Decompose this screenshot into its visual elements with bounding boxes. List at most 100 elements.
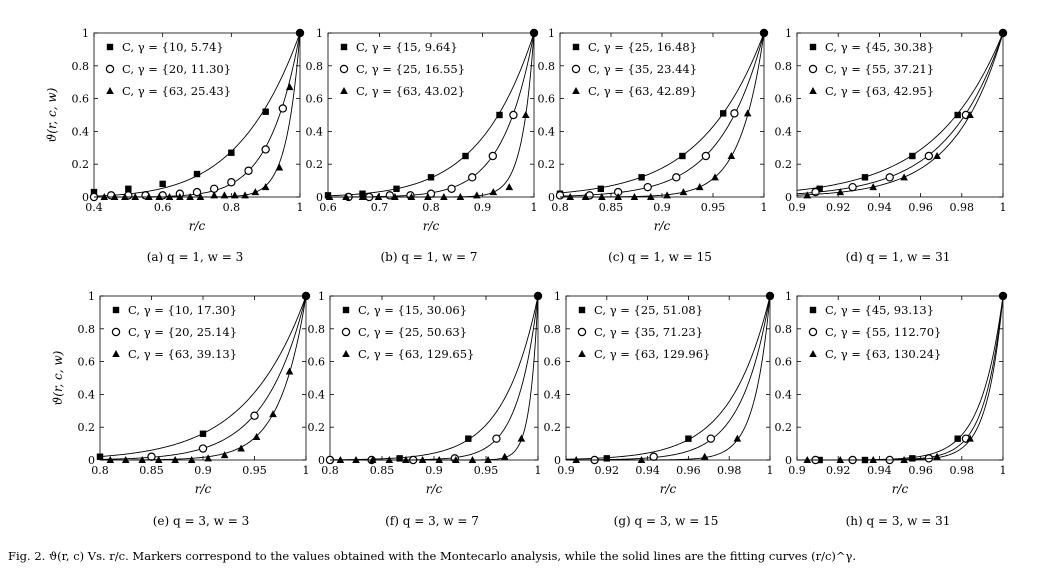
y-tick-label: 0.2 bbox=[308, 421, 326, 434]
y-tick-label: 0.2 bbox=[78, 421, 96, 434]
legend-entry: C, γ = {10, 17.30} bbox=[128, 303, 237, 317]
legend-marker-circle bbox=[105, 64, 115, 74]
data-point-circle bbox=[672, 173, 681, 182]
x-tick-label: 0.85 bbox=[599, 201, 624, 214]
data-point-triangle bbox=[100, 193, 109, 200]
y-tick-label: 0.8 bbox=[538, 60, 556, 73]
x-tick-label: 0.92 bbox=[826, 464, 851, 477]
legend-marker-triangle bbox=[342, 350, 350, 357]
x-tick-label: 0.85 bbox=[370, 464, 395, 477]
data-point-square bbox=[954, 435, 961, 442]
y-tick-label: 0.4 bbox=[78, 388, 96, 401]
x-tick-label: 0.96 bbox=[676, 464, 701, 477]
data-point-triangle bbox=[402, 456, 410, 463]
fit-curve-triangle bbox=[797, 295, 1004, 461]
data-point-triangle bbox=[285, 367, 294, 375]
y-tick-label: 0.8 bbox=[308, 323, 326, 336]
y-tick-label: 0.6 bbox=[306, 93, 324, 106]
y-tick-label: 0.2 bbox=[538, 158, 556, 171]
data-point-endpoint bbox=[759, 28, 769, 38]
data-point-triangle bbox=[679, 188, 688, 196]
data-point-triangle bbox=[418, 456, 427, 463]
chart-panel-d: 0.9 0.92 0.94 0.96 0.98 1 0 0.2 0.4 0.6 0.8 1 C, γ =… bbox=[775, 27, 1008, 264]
legend-marker-circle bbox=[808, 64, 818, 74]
subfigure-caption: (h) q = 3, w = 31 bbox=[846, 514, 951, 528]
y-tick-label: 0.8 bbox=[306, 60, 324, 73]
x-tick-label: 1 bbox=[297, 201, 304, 214]
data-point-triangle bbox=[484, 456, 492, 463]
fit-curve-triangle bbox=[796, 32, 1004, 196]
y-tick-label: 0.4 bbox=[72, 125, 90, 138]
subfigure-caption: (f) q = 3, w = 7 bbox=[385, 514, 479, 528]
data-point-triangle bbox=[733, 434, 742, 442]
x-axis-label: r/c bbox=[654, 219, 671, 233]
legend-marker-triangle bbox=[809, 350, 817, 357]
subfigure-caption: (a) q = 1, w = 3 bbox=[147, 250, 244, 264]
data-point-triangle bbox=[336, 456, 345, 463]
legend-entry: C, γ = {35, 23.44} bbox=[588, 62, 697, 76]
y-tick-label: 0.4 bbox=[308, 388, 326, 401]
data-point-triangle bbox=[803, 191, 812, 199]
y-tick-label: 1 bbox=[82, 27, 89, 40]
fit-curve-triangle bbox=[566, 295, 771, 461]
legend-entry: C, γ = {25, 16.48} bbox=[588, 40, 697, 54]
x-tick-label: 0.85 bbox=[139, 464, 164, 477]
y-tick-label: 0.8 bbox=[544, 323, 562, 336]
fit-curve-circle bbox=[559, 32, 765, 197]
data-point-circle bbox=[488, 151, 497, 161]
data-point-circle bbox=[643, 182, 652, 192]
data-point-square bbox=[954, 111, 961, 119]
data-point-circle bbox=[147, 452, 156, 461]
fit-curve-square bbox=[796, 32, 1004, 191]
data-point-circle bbox=[706, 434, 716, 443]
data-point-square bbox=[199, 430, 207, 437]
fit-curve-square bbox=[565, 295, 771, 460]
legend-marker-triangle bbox=[809, 87, 817, 94]
data-point-circle bbox=[730, 109, 739, 118]
data-point-triangle bbox=[342, 193, 350, 200]
data-point-triangle bbox=[695, 183, 704, 191]
legend-marker-square bbox=[112, 306, 120, 314]
data-point-circle bbox=[885, 173, 894, 182]
chart-panel-a: 0.4 0.6 0.8 1 0 0.2 0.4 0.6 0.8 1 r/c ϑ(r, c, w) C, … bbox=[45, 27, 305, 264]
data-point-square bbox=[125, 185, 132, 192]
data-point-triangle bbox=[836, 188, 845, 196]
data-point-triangle bbox=[614, 193, 622, 200]
legend-entry: C, γ = {63, 43.02} bbox=[356, 84, 465, 98]
data-point-circle bbox=[192, 187, 202, 197]
x-tick-label: 0.94 bbox=[867, 201, 892, 214]
y-tick-label: 1 bbox=[316, 27, 323, 40]
data-point-triangle bbox=[836, 456, 845, 463]
data-point-circle bbox=[227, 178, 236, 187]
data-point-triangle bbox=[220, 451, 229, 459]
data-point-endpoint bbox=[998, 28, 1008, 38]
legend-entry: C, γ = {15, 30.06} bbox=[358, 303, 467, 317]
data-point-square bbox=[597, 185, 604, 192]
x-axis-label: r/c bbox=[189, 219, 206, 233]
x-tick-label: 0.95 bbox=[474, 464, 499, 477]
data-point-circle bbox=[261, 145, 270, 154]
data-point-triangle bbox=[325, 193, 334, 200]
legend-entry: C, γ = {63, 25.43} bbox=[122, 84, 231, 98]
data-point-square bbox=[685, 435, 692, 442]
y-axis-label: ϑ(r, c, w) bbox=[51, 350, 65, 405]
x-tick-label: 0.92 bbox=[595, 464, 620, 477]
x-tick-label: 0.98 bbox=[717, 464, 742, 477]
legend-entry: C, γ = {45, 93.13} bbox=[825, 303, 934, 317]
x-tick-label: 0.8 bbox=[223, 201, 241, 214]
data-point-triangle bbox=[237, 444, 245, 452]
data-point-square bbox=[465, 435, 472, 442]
legend-marker-triangle bbox=[578, 350, 586, 357]
legend-marker-triangle bbox=[572, 87, 580, 94]
data-point-square bbox=[193, 170, 201, 178]
data-point-square bbox=[96, 453, 104, 460]
legend-entry: C, γ = {10, 5.74} bbox=[122, 40, 224, 54]
y-tick-label: 0.4 bbox=[306, 125, 324, 138]
y-tick-label: 0 bbox=[785, 191, 792, 204]
subfigure-caption: (e) q = 3, w = 3 bbox=[153, 514, 250, 528]
data-point-endpoint bbox=[295, 28, 305, 38]
legend-entry: C, γ = {63, 42.89} bbox=[588, 84, 697, 98]
x-axis-label: r/c bbox=[426, 482, 443, 496]
data-point-triangle bbox=[220, 191, 229, 199]
data-point-circle bbox=[278, 104, 288, 113]
